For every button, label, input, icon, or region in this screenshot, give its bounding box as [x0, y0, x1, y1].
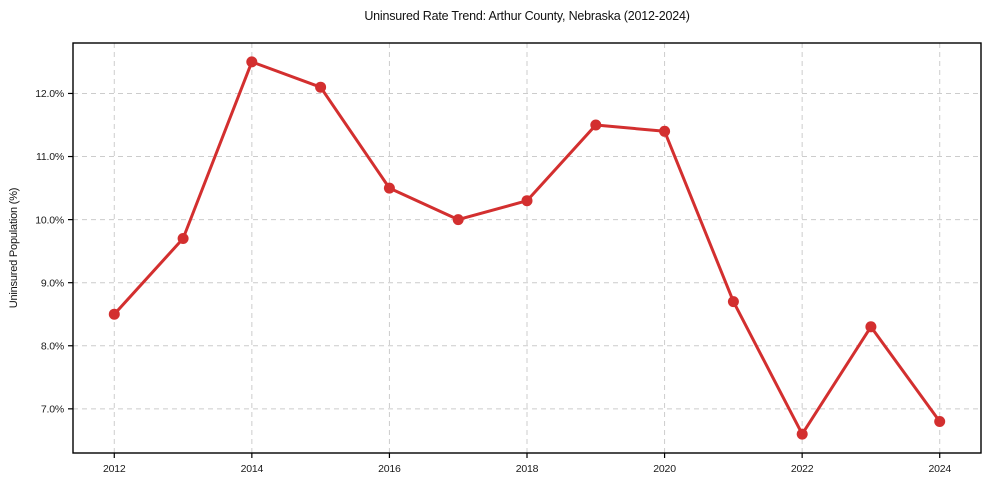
y-tick-label: 7.0%: [41, 404, 64, 416]
x-tick-label: 2012: [103, 463, 126, 475]
x-tick-label: 2014: [241, 463, 264, 475]
data-point: [590, 119, 602, 131]
x-tick-label: 2016: [378, 463, 401, 475]
x-tick-label: 2022: [791, 463, 814, 475]
y-tick-label: 8.0%: [41, 340, 64, 352]
data-point: [521, 195, 533, 207]
x-tick-label: 2020: [653, 463, 676, 475]
data-point: [934, 416, 946, 427]
data-point: [865, 321, 877, 333]
x-tick-label: 2018: [516, 463, 539, 475]
data-point: [108, 308, 120, 320]
y-tick-label: 9.0%: [41, 277, 64, 289]
y-tick-label: 11.0%: [36, 151, 64, 163]
data-point: [246, 56, 258, 68]
chart-title: Uninsured Rate Trend: Arthur County, Neb…: [364, 9, 690, 23]
data-point: [177, 233, 189, 244]
plot-frame: [72, 42, 982, 454]
data-point: [383, 182, 395, 194]
y-tick-label: 10.0%: [35, 214, 64, 226]
data-point: [315, 81, 327, 93]
data-point: [452, 214, 464, 226]
data-point: [727, 296, 739, 308]
data-point: [659, 125, 671, 137]
data-point: [796, 428, 808, 440]
x-tick-label: 2024: [928, 463, 951, 475]
y-tick-label: 12.0%: [35, 88, 64, 100]
